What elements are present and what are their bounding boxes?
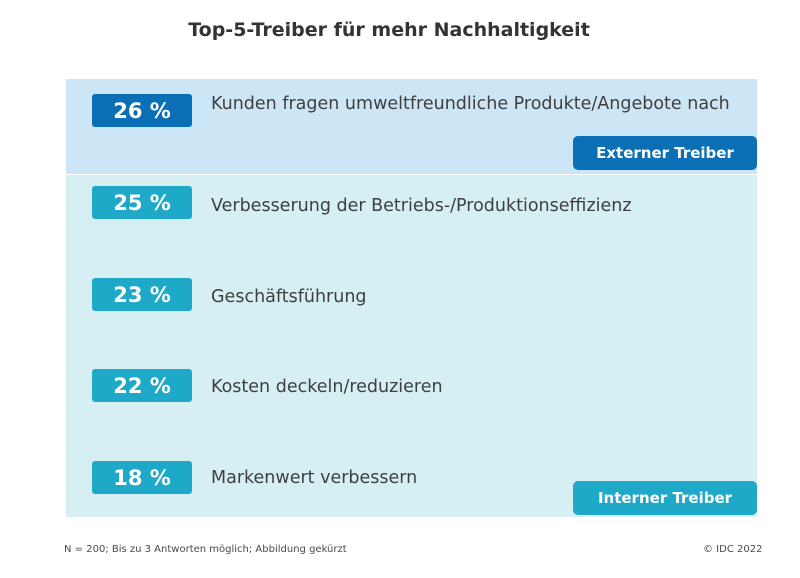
driver-label-5: Markenwert verbessern [211,468,418,488]
internal-driver-tag: Interner Treiber [573,481,757,515]
external-driver-tag: Externer Treiber [573,136,757,170]
copyright: © IDC 2022 [703,544,763,555]
driver-label-4: Kosten deckeln/reduzieren [211,377,443,397]
value-badge-5: 18 % [92,461,192,494]
footnote: N = 200; Bis zu 3 Antworten möglich; Abb… [64,544,347,555]
value-badge-2: 25 % [92,186,192,219]
internal-driver-panel [66,174,757,517]
value-badge-3: 23 % [92,278,192,311]
chart-title: Top-5-Treiber für mehr Nachhaltigkeit [188,19,590,41]
driver-label-1: Kunden fragen umweltfreundliche Produkte… [211,94,730,114]
driver-label-2: Verbesserung der Betriebs-/Produktionsef… [211,196,632,216]
value-badge-4: 22 % [92,369,192,402]
driver-label-3: Geschäftsführung [211,287,367,307]
value-badge-1: 26 % [92,94,192,127]
